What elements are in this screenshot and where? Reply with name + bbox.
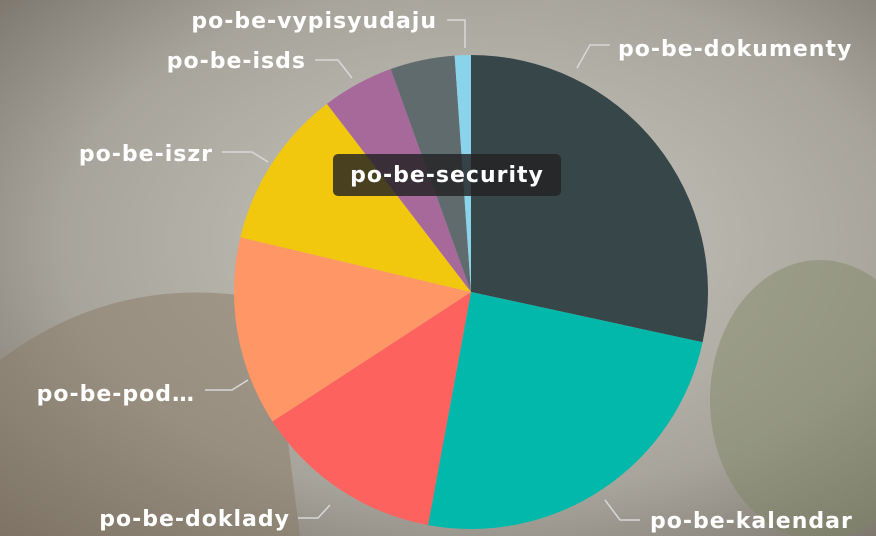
slice-label: po-be-isds bbox=[167, 49, 306, 74]
chart: po-be-dokumenty po-be-kalendar po-be-dokla… bbox=[0, 0, 876, 536]
slice-label: po-be-doklady bbox=[99, 507, 290, 532]
slice-label: po-be-vypisyudaju bbox=[191, 9, 437, 34]
slice-label: po-be-pod… bbox=[37, 382, 195, 407]
pie bbox=[234, 55, 708, 529]
slice-label: po-be-kalendar bbox=[650, 509, 853, 534]
slice-label: po-be-iszr bbox=[79, 142, 213, 167]
slice-label: po-be-dokumenty bbox=[618, 37, 852, 62]
tooltip-text: po-be-security bbox=[350, 163, 544, 188]
